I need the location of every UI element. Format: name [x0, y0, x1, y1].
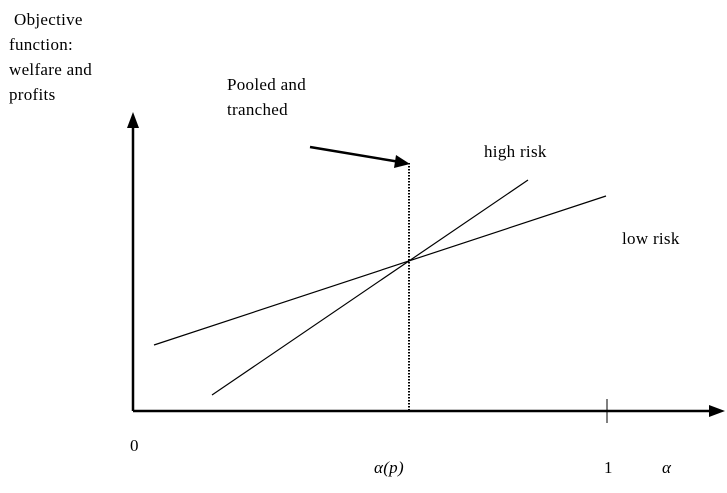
y-axis-label-line-2: function:: [9, 35, 74, 54]
high-risk-line: [211, 179, 529, 396]
origin-label: 0: [130, 436, 139, 455]
pooled-arrowhead: [394, 155, 410, 168]
y-axis-label-line-1: Objective: [14, 10, 83, 29]
x-axis-alpha-label: α: [662, 458, 672, 477]
pooled-arrow: [309, 145, 401, 164]
low-risk-line: [153, 195, 607, 346]
pooled-annotation-line-2: tranched: [227, 100, 288, 119]
high-risk-label: high risk: [484, 142, 547, 161]
one-label: 1: [604, 458, 613, 477]
alpha-p-label: α(p): [374, 458, 404, 477]
x-axis-arrowhead: [709, 405, 725, 417]
low-risk-label: low risk: [622, 229, 680, 248]
pooled-annotation-line-1: Pooled and: [227, 75, 307, 94]
y-axis-label-line-3: welfare and: [9, 60, 93, 79]
y-axis-arrowhead: [127, 112, 139, 128]
y-axis-label-line-4: profits: [9, 85, 56, 104]
